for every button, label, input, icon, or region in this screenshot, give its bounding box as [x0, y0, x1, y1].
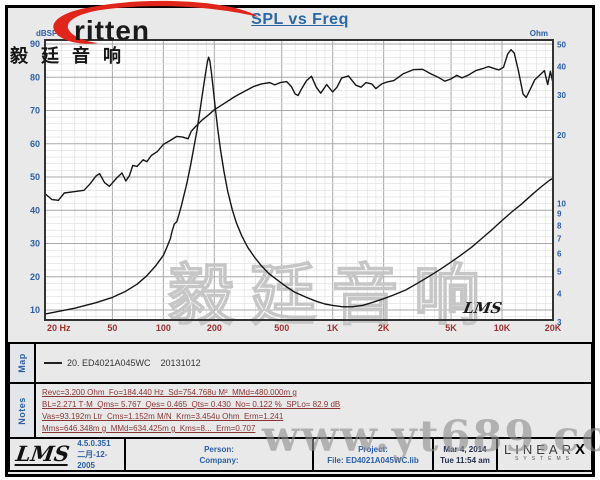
y-right-tick-label: 50: [557, 41, 566, 50]
footer-lms-cell: LMS 4.5.0.351 二月-12-2005: [10, 439, 126, 470]
note-line-2: BL=2.271 T·M Qms= 5.767 Qes= 0.465 Qts= …: [42, 400, 341, 409]
footer-person-cell: Person: Company:: [126, 439, 314, 470]
y-left-tick-label: 60: [30, 139, 40, 149]
y-right-tick-label: 9: [557, 210, 562, 219]
y-left-tick-label: 90: [30, 39, 40, 49]
footer-bar: LMS 4.5.0.351 二月-12-2005 Person: Company…: [8, 437, 593, 472]
y-right-tick-label: 30: [557, 91, 566, 100]
footer-project-cell: Project: File: ED4021A045WC.lib: [314, 439, 434, 470]
map-panel: Map 20. ED4021A045WC 20131012: [8, 342, 593, 384]
x-tick-label: 500: [274, 323, 289, 333]
footer-linearx-cell: LINEARX SYSTEMS: [498, 439, 591, 470]
x-tick-label: 5K: [445, 323, 457, 333]
brand-chinese-text: 毅廷音响: [10, 46, 134, 66]
y-left-tick-label: 30: [30, 239, 40, 249]
y-left-axis-title: dBSPL: [36, 29, 62, 38]
lms-release-date: 二月-12-2005: [77, 450, 108, 470]
y-right-tick-label: 7: [557, 234, 562, 243]
lms-plot-watermark: LMS: [461, 299, 503, 317]
notes-panel: Notes Revc=3.200 Ohm Fo=184.440 Hz Sd=75…: [8, 382, 593, 439]
legend-line-swatch: [44, 362, 62, 364]
note-line-1: Revc=3.200 Ohm Fo=184.440 Hz Sd=754.768u…: [42, 388, 297, 397]
y-right-tick-label: 4: [557, 290, 562, 299]
y-right-axis-title: Ohm: [530, 29, 548, 38]
page-title: SPL vs Freq: [251, 11, 349, 28]
plot-frame: [44, 39, 554, 321]
measurement-date: Mar 4, 2014: [443, 444, 487, 454]
spl-curve: [44, 49, 554, 201]
y-right-tick-label: 8: [557, 221, 562, 230]
y-left-tick-label: 40: [30, 205, 40, 215]
company-label: Company:: [199, 455, 239, 465]
brand-logo: ritten: [46, 0, 271, 50]
plot-area: [45, 40, 553, 320]
x-tick-label: 1K: [327, 323, 339, 333]
brand-swoosh-icon: [53, 0, 258, 44]
y-right-tick-label: 40: [557, 63, 566, 72]
y-left-tick-label: 20: [30, 272, 40, 282]
linearx-logo: LINEARX: [504, 441, 585, 458]
file-label: File: ED4021A045WC.lib: [327, 455, 419, 465]
y-left-tick-label: 10: [30, 305, 40, 315]
y-right-tick-label: 20: [557, 131, 566, 140]
site-watermark: www.yt689.com: [262, 412, 600, 462]
x-tick-label: 200: [207, 323, 222, 333]
x-tick-label: 100: [156, 323, 171, 333]
person-label: Person:: [204, 444, 234, 454]
note-line-3: Vas=93.192m Ltr Cms=1.152m M/N Krm=3.454…: [42, 412, 284, 421]
linearx-systems-label: SYSTEMS: [515, 456, 574, 462]
y-right-tick-label: 10: [557, 199, 566, 208]
brand-logo-text: ritten: [74, 15, 150, 46]
footer-date-cell: Mar 4, 2014 Tue 11:54 am: [434, 439, 498, 470]
spl-freq-chart: 毅廷音响908070605040302010504030201098765432…: [30, 29, 566, 333]
y-right-tick-label: 5: [557, 268, 562, 277]
measurement-time: Tue 11:54 am: [440, 455, 490, 465]
x-tick-label: 2K: [378, 323, 390, 333]
x-tick-label: 10K: [494, 323, 511, 333]
map-panel-label: Map: [10, 344, 36, 382]
lms-logo: LMS: [14, 440, 72, 466]
x-tick-label: 50: [107, 323, 117, 333]
x-tick-label: 20 Hz: [47, 323, 71, 333]
lms-version: 4.5.0.351: [77, 439, 111, 448]
y-right-tick-label: 3: [557, 318, 562, 327]
notes-panel-label: Notes: [10, 384, 36, 437]
note-line-4: Mms=646.348m g MMd=634.425m g Kms=8... E…: [42, 424, 256, 433]
x-tick-label: 20K: [545, 323, 562, 333]
y-left-tick-label: 70: [30, 106, 40, 116]
y-left-tick-label: 80: [30, 72, 40, 82]
y-left-tick-label: 50: [30, 172, 40, 182]
legend-text: 20. ED4021A045WC 20131012: [67, 358, 201, 368]
project-label: Project:: [358, 444, 388, 454]
impedance-curve: [44, 56, 554, 315]
y-right-tick-label: 6: [557, 250, 562, 259]
